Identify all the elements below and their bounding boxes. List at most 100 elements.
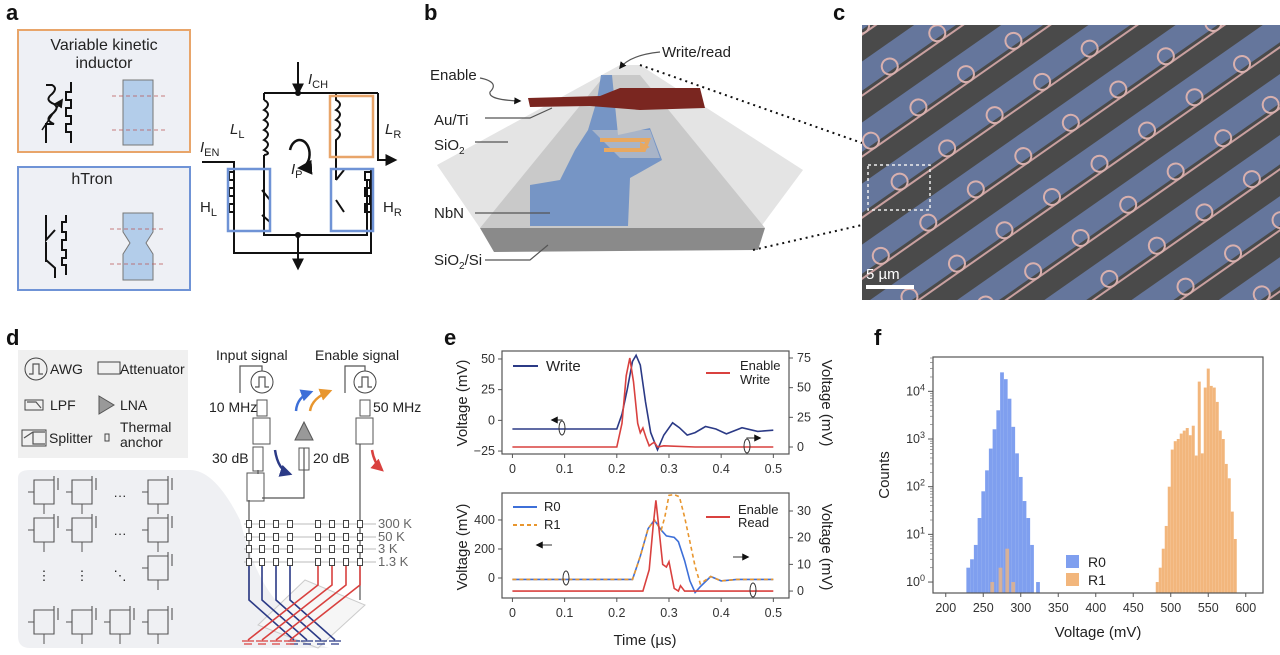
y-right-tick-label: 25 [797,410,811,424]
thermal-anchor-icon [273,558,279,566]
sem-cell-loop [812,163,834,185]
sem-cell-loop [1014,147,1033,166]
sem-heater-line [938,109,1280,300]
y-tick-label: 102 [906,478,925,494]
histogram-bar-r1 [1218,430,1222,593]
sem-cell-loop [1079,342,1101,364]
plot-frame [501,350,790,455]
sem-cell-loop [985,106,1004,125]
sem-heater-line [862,25,1280,287]
thermal-anchor-icon [343,558,349,566]
x-tick-label: 0.3 [660,462,677,476]
sem-cell-loop [1204,25,1223,33]
x-tick-label: 0.1 [556,462,573,476]
y-right-tick-label: 0 [797,440,804,454]
histogram-bar-r1 [1206,368,1210,593]
thermal-anchor-icon [315,545,321,553]
sem-cell-loop [919,213,938,232]
x-tick-label: 0 [509,606,516,620]
panel-label-d: d [6,325,19,350]
htron-symbol-icon [45,215,67,278]
thermal-anchor-icon [273,533,279,541]
thermal-anchor-icon [287,520,293,528]
histogram-bar-r0 [970,559,974,593]
panel-b: b Write/read Enable Au/Ti SiO2 NbN SiO2/… [424,0,863,272]
thermal-anchor-icon [343,545,349,553]
plot-frame [501,492,790,599]
sem-cell-loop [1261,95,1280,114]
axis-indicators [535,416,762,598]
thermal-anchor-icon [315,558,321,566]
legend-r1: R1 [544,517,561,532]
dots-vertical: ⋮ [76,568,89,583]
x-tick-label: 0 [509,462,516,476]
x-tick-label: 0.4 [712,462,729,476]
y-axis-label-left-bottom: Voltage (mV) [454,504,471,591]
histogram-bar-r1 [1227,478,1231,593]
chart-f-histogram: 200 250 300 350 400 450 500 550 600 100 101 102 103 1… [906,356,1264,615]
y-axis-label-right-top: Voltage (mV) [818,360,835,447]
histogram-bar-r1 [1182,430,1186,593]
histogram-bar-r1 [1164,525,1168,593]
memory-cell-icon [142,514,173,543]
sem-cell-loop [928,25,947,43]
sem-cell-loop [1004,31,1023,50]
ground-icon [301,640,313,645]
attenuator-30db-icon [252,446,264,472]
lna-icon [294,420,314,441]
y-axis-label-left-top: Voltage (mV) [454,360,471,447]
sem-cell-loop [900,287,919,300]
label-I-CH: ICH [308,71,328,91]
sem-cell-loop [784,122,806,144]
constricted-strip-icon [110,212,165,281]
legend-write: Write [546,358,581,375]
thermal-anchor-icon [246,533,252,541]
thermal-anchor-icon [343,520,349,528]
ground-icon [284,640,296,645]
x-tick-label: 0.4 [712,606,729,620]
label-H-L: HL [200,199,217,219]
histogram-bar-r0 [1007,398,1012,593]
sem-cell-loop [1071,228,1090,247]
y-right-tick-label: 10 [797,557,811,571]
y-tick-label: 103 [906,430,925,446]
dots-vertical: ⋮ [38,568,51,583]
label-write-read: Write/read [662,44,731,61]
y-axis-label-right-bottom: Voltage (mV) [818,504,835,591]
splitter-input-icon [252,417,271,445]
histogram-bar-r0 [973,544,978,593]
scale-bar-label: 5 µm [866,266,900,283]
y-right-tick-label: 50 [797,381,811,395]
legend-thermal-line1: Thermal [120,419,171,435]
memory-cell-icon [28,476,59,505]
histogram-bar-r1 [1179,433,1183,593]
zoom-dotted-line-bottom [752,224,863,251]
sem-heater-line [862,25,1251,246]
histogram-bar-r1 [1167,486,1171,593]
sem-cell-loop [1147,236,1166,255]
splitter-icon [21,429,47,447]
legend-r0: R0 [544,499,561,514]
series-line-write [512,353,774,452]
legend-attenuator: Attenuator [120,361,185,377]
sem-cell-loop [1080,39,1099,58]
histogram-bar-r0 [996,410,1001,593]
legend-awg: AWG [50,361,83,377]
thermal-anchor-icon [329,533,335,541]
y-tick-label: 100 [906,573,925,589]
splitter-output-icon [246,472,265,502]
legend-enable-write-2: Write [740,372,770,387]
sem-cell-loop [755,81,777,103]
thermal-anchor-icon [273,545,279,553]
panel-c: c 5 µm [755,0,1280,364]
sem-cell-loop [880,57,899,76]
thermal-anchor-icon [357,558,363,566]
y-axis-label-counts: Counts [876,451,893,499]
thermal-anchor-icon [343,533,349,541]
inductor-right-highlight [328,94,375,159]
selected-cell-box [867,164,931,211]
thermal-anchor-icon [287,545,293,553]
histogram-bar-r1 [1230,511,1234,593]
memory-cell-icon [66,476,97,505]
sem-cell-loop [1109,80,1128,99]
